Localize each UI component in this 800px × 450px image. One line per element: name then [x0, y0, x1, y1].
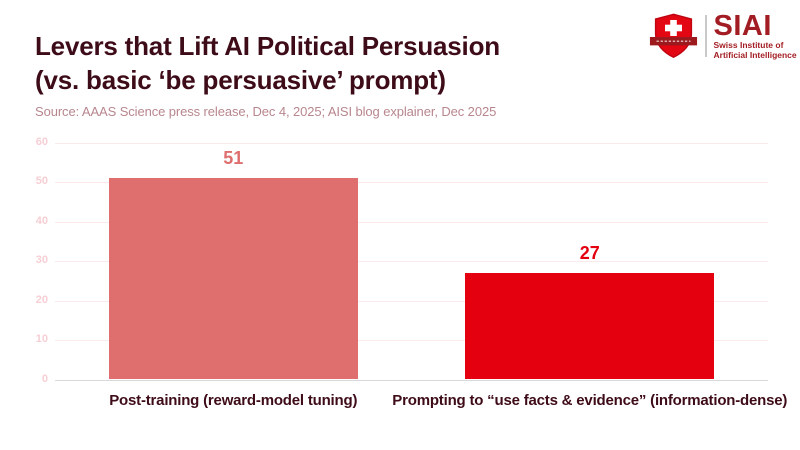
siai-logo: SIAI Swiss Institute of Artificial Intel… [649, 9, 797, 60]
title-line-2: (vs. basic ‘be persuasive’ prompt) [35, 65, 446, 96]
x-axis-label-1: Post-training (reward-model tuning) [109, 391, 358, 409]
bar-chart: 0 10 20 30 40 50 60 51 Post-training (reward-mod… [0, 135, 800, 450]
gridline-60 [55, 143, 768, 144]
gridline-50 [55, 182, 768, 184]
bar-2 [465, 273, 715, 380]
y-tick-label-50: 50 [35, 175, 48, 188]
x-axis-label-2: Prompting to “use facts & evidence” (inf… [392, 391, 788, 409]
logo-acronym: SIAI [713, 9, 772, 42]
gridline-40 [55, 221, 768, 223]
y-tick-label-20: 20 [35, 293, 48, 306]
source-note: Source: AAAS Science press release, Dec … [35, 104, 497, 119]
y-tick-label-60: 60 [35, 136, 48, 148]
y-tick-label-30: 30 [35, 254, 48, 267]
page-title: Levers that Lift AI Political Persuasion… [35, 29, 635, 97]
swiss-shield-icon [649, 13, 698, 58]
bar-value-label-1: 51 [223, 148, 244, 169]
gridline-20 [55, 300, 768, 302]
logo-divider [705, 15, 707, 57]
gridline-10 [55, 340, 768, 342]
logo-tagline-line1: Swiss Institute of [713, 39, 784, 50]
logo-text: SIAI Swiss Institute of Artificial Intel… [713, 9, 797, 60]
bar-value-label-2: 27 [579, 243, 600, 264]
gridline-30 [55, 261, 768, 263]
y-tick-label-40: 40 [35, 214, 48, 227]
bar-1 [108, 178, 358, 380]
y-tick-label-0: 0 [41, 372, 48, 385]
logo-tagline-line2: Artificial Intelligence [713, 49, 797, 60]
y-tick-label-10: 10 [35, 333, 48, 346]
x-axis-baseline [55, 379, 768, 381]
title-line-1: Levers that Lift AI Political Persuasion [35, 31, 500, 62]
